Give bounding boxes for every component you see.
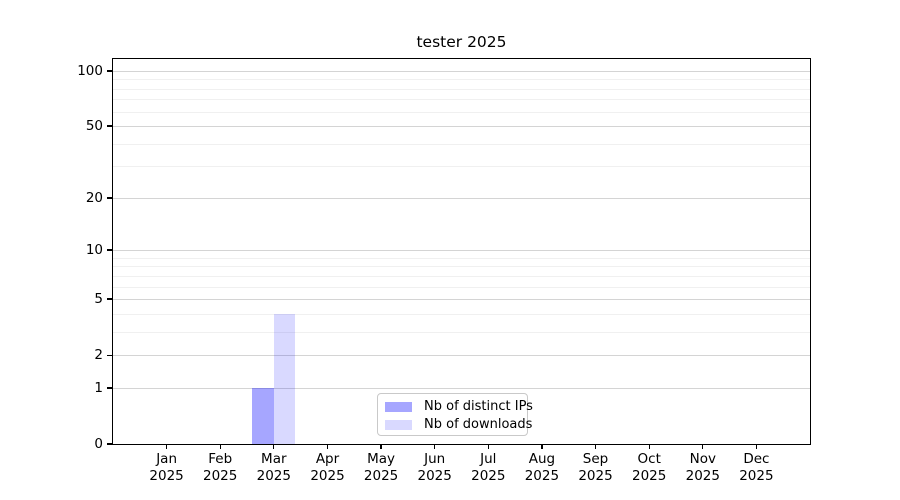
x-tick-month: Jan xyxy=(156,451,177,467)
x-tick-mark xyxy=(755,444,758,449)
y-gridline-minor xyxy=(113,257,810,259)
plot-area: Nb of distinct IPs Nb of downloads 0 1 2 5 10… xyxy=(77,58,811,484)
legend-label: Nb of distinct IPs xyxy=(424,399,533,414)
bar-nb-of-distinct-ips xyxy=(252,388,274,444)
x-tick-mark xyxy=(380,444,382,449)
y-tick-mark xyxy=(107,70,112,72)
y-gridline-minor xyxy=(113,286,810,288)
y-gridline-major xyxy=(113,355,810,357)
y-gridline-major xyxy=(113,197,810,199)
y-gridline-minor xyxy=(113,111,810,113)
bar-nb-of-downloads xyxy=(273,313,296,444)
x-tick-mark xyxy=(165,444,168,449)
x-tick-label: Nov 2025 xyxy=(675,451,731,484)
legend-swatch-icon xyxy=(385,419,412,430)
x-tick-year: 2025 xyxy=(739,467,774,484)
x-tick-label: Mar 2025 xyxy=(246,451,302,484)
chart-title: tester 2025 xyxy=(416,33,507,51)
y-gridline-minor xyxy=(113,166,810,168)
x-tick-mark xyxy=(487,444,489,449)
x-tick-year: 2025 xyxy=(632,467,667,484)
x-tick-label: Jul 2025 xyxy=(460,451,516,484)
y-tick-mark xyxy=(107,125,112,127)
y-tick-mark xyxy=(107,197,112,199)
y-tick-label: 50 xyxy=(85,118,103,135)
y-gridline-major xyxy=(113,126,810,128)
y-tick-label: 5 xyxy=(94,291,103,308)
x-tick-month: Aug xyxy=(528,451,556,467)
x-tick-label: Feb 2025 xyxy=(192,451,248,484)
legend-label: Nb of downloads xyxy=(424,417,533,432)
x-tick-label: Dec 2025 xyxy=(728,451,784,484)
x-tick-month: May xyxy=(367,451,396,467)
y-gridline-minor xyxy=(113,331,810,333)
x-tick-month: Jul xyxy=(480,451,497,467)
y-gridline-major xyxy=(113,388,810,389)
y-tick-label: 100 xyxy=(77,62,103,79)
x-tick-year: 2025 xyxy=(471,467,506,484)
y-gridline-minor xyxy=(113,275,810,277)
x-tick-mark xyxy=(434,444,436,449)
y-gridline-minor xyxy=(113,79,810,81)
y-gridline-minor xyxy=(113,99,810,101)
plot-frame xyxy=(112,58,811,445)
x-tick-month: Oct xyxy=(637,451,661,467)
x-tick-month: Mar xyxy=(261,451,287,467)
x-tick-month: Nov xyxy=(689,451,716,467)
y-gridline-major xyxy=(113,250,810,252)
x-tick-year: 2025 xyxy=(417,467,452,484)
x-tick-mark xyxy=(273,444,275,449)
x-tick-year: 2025 xyxy=(685,467,720,484)
y-gridline-minor xyxy=(113,143,810,145)
x-tick-label: Jan 2025 xyxy=(139,451,195,484)
x-tick-year: 2025 xyxy=(149,467,184,484)
y-tick-mark xyxy=(107,443,112,445)
y-gridline-minor xyxy=(113,313,810,315)
x-tick-label: Aug 2025 xyxy=(514,451,570,484)
x-tick-mark xyxy=(594,444,597,449)
y-tick-mark xyxy=(107,298,112,300)
y-tick-label: 10 xyxy=(85,242,103,259)
x-tick-year: 2025 xyxy=(203,467,238,484)
x-tick-label: Apr 2025 xyxy=(300,451,356,484)
x-tick-year: 2025 xyxy=(256,467,291,484)
legend-row: Nb of downloads xyxy=(385,416,532,433)
legend: Nb of distinct IPs Nb of downloads xyxy=(377,393,533,436)
x-tick-month: Feb xyxy=(208,451,233,467)
x-tick-month: Sep xyxy=(582,451,609,467)
x-tick-year: 2025 xyxy=(310,467,345,484)
y-gridline-major xyxy=(113,299,810,301)
x-tick-label: Jun 2025 xyxy=(407,451,463,484)
x-tick-month: Apr xyxy=(315,451,340,467)
x-tick-year: 2025 xyxy=(363,467,399,484)
y-tick-mark xyxy=(107,387,112,389)
x-tick-label: Oct 2025 xyxy=(621,451,677,484)
y-tick-label: 2 xyxy=(94,347,103,364)
x-tick-year: 2025 xyxy=(524,467,560,484)
x-tick-mark xyxy=(219,444,221,449)
x-tick-mark xyxy=(541,444,543,449)
x-tick-label: Sep 2025 xyxy=(568,451,624,484)
y-tick-mark xyxy=(107,354,112,356)
x-tick-mark xyxy=(702,444,704,449)
x-tick-mark xyxy=(648,444,650,449)
y-tick-label: 0 xyxy=(94,436,103,452)
y-gridline-major xyxy=(113,70,810,72)
x-tick-month: Jun xyxy=(424,451,446,467)
y-tick-mark xyxy=(107,249,112,251)
y-gridline-minor xyxy=(113,88,810,90)
x-tick-label: May 2025 xyxy=(353,451,409,484)
x-tick-mark xyxy=(326,444,329,449)
y-gridline-minor xyxy=(113,266,810,268)
x-tick-year: 2025 xyxy=(578,467,613,484)
x-tick-month: Dec xyxy=(743,451,770,467)
legend-swatch-icon xyxy=(385,401,412,412)
y-tick-label: 20 xyxy=(85,189,103,206)
legend-row: Nb of distinct IPs xyxy=(385,398,533,415)
y-tick-label: 1 xyxy=(94,380,103,396)
